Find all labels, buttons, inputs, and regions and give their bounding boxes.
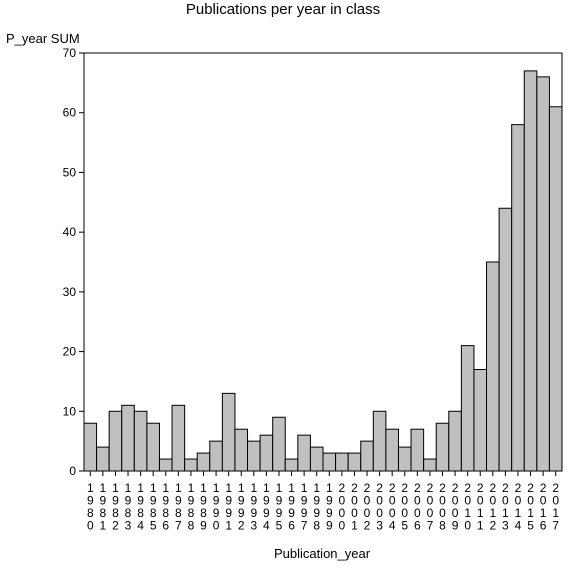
y-tick-label: 10 bbox=[63, 404, 77, 418]
y-tick-label: 60 bbox=[63, 106, 77, 120]
bar bbox=[272, 416, 286, 472]
y-axis-label: P_year SUM bbox=[6, 31, 80, 46]
chart-title: Publications per year in class bbox=[186, 1, 380, 18]
bar bbox=[511, 124, 525, 472]
bar bbox=[397, 446, 412, 472]
y-tick-label: 30 bbox=[63, 285, 77, 299]
bar bbox=[372, 410, 387, 472]
bar bbox=[347, 452, 362, 472]
bar bbox=[473, 368, 488, 472]
bar bbox=[184, 458, 198, 472]
y-tick-label: 40 bbox=[63, 225, 77, 239]
bar bbox=[209, 440, 223, 472]
bar bbox=[322, 452, 337, 472]
bar bbox=[410, 428, 425, 472]
y-tick-label: 0 bbox=[69, 464, 76, 478]
bar bbox=[423, 458, 437, 472]
bar bbox=[360, 440, 374, 472]
bar bbox=[133, 410, 148, 472]
y-axis: 0 10 20 30 40 50 60 70 bbox=[63, 46, 84, 478]
bar bbox=[247, 440, 261, 472]
bar bbox=[196, 452, 211, 472]
bar bbox=[448, 410, 462, 472]
bar bbox=[83, 422, 98, 472]
y-tick-label: 50 bbox=[63, 165, 77, 179]
bar bbox=[158, 458, 173, 472]
bar bbox=[171, 404, 186, 472]
y-tick-label: 20 bbox=[63, 345, 77, 359]
bar bbox=[234, 428, 249, 472]
bar bbox=[121, 404, 135, 472]
bar bbox=[221, 392, 236, 472]
bar bbox=[435, 422, 450, 472]
bar bbox=[284, 458, 299, 472]
bar bbox=[108, 410, 123, 472]
x-axis-label: Publication_year bbox=[274, 546, 371, 561]
bar bbox=[335, 452, 349, 472]
bar bbox=[96, 446, 110, 472]
bar bbox=[297, 434, 311, 472]
bar bbox=[523, 70, 538, 472]
bar bbox=[309, 446, 324, 472]
bar bbox=[259, 434, 274, 472]
bar bbox=[536, 76, 550, 472]
y-tick-label: 70 bbox=[63, 46, 77, 60]
bar bbox=[460, 345, 475, 472]
bar bbox=[146, 422, 160, 472]
bar bbox=[548, 106, 563, 472]
x-axis: 1 9 8 0 1 9 8 1 1 9 8 2 1 9 8 3 1 9 8 4 1 9 8 5 1 9 8 6 1 9 8 7 1 9 8 8 1 9 8 9… bbox=[87, 471, 559, 533]
bars-group bbox=[83, 70, 563, 472]
bar bbox=[385, 428, 399, 472]
bar bbox=[486, 261, 500, 472]
bar bbox=[498, 207, 513, 472]
